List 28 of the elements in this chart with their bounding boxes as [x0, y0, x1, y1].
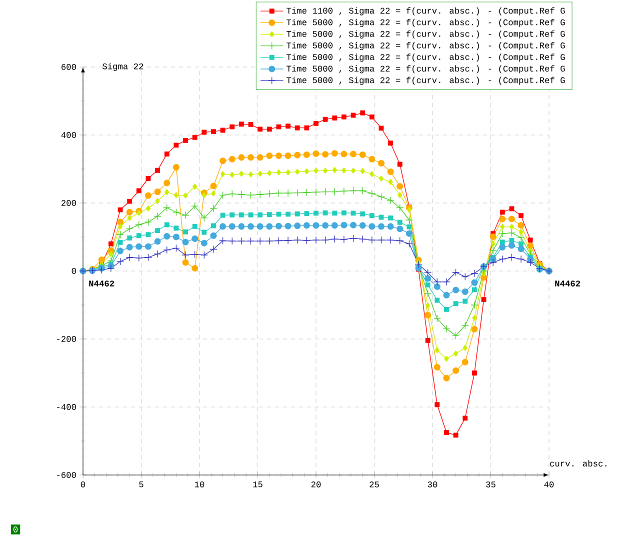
legend-label: Time 5000 , Sigma 22 = f(curv. absc.) - (Comput.Ref G: [286, 18, 565, 27]
y-tick-label: -400: [57, 404, 76, 410]
y-tick-label: -200: [57, 336, 76, 342]
x-tick-label: 20: [311, 481, 321, 488]
legend-label: Time 5000 , Sigma 22 = f(curv. absc.) - (Comput.Ref G: [286, 30, 565, 39]
y-tick-label: 400: [61, 132, 76, 138]
x-tick-label: 0: [80, 481, 86, 488]
legend-label: Time 5000 , Sigma 22 = f(curv. absc.) - (Comput.Ref G: [286, 54, 565, 62]
y-tick-label: 0: [72, 268, 76, 274]
legend-label: Time 5000 , Sigma 22 = f(curv. absc.) - (Comput.Ref G: [286, 65, 565, 74]
legend-label: Time 5000 , Sigma 22 = f(curv. absc.) - (Comput.Ref G: [286, 76, 565, 85]
x-tick-label: 10: [194, 481, 204, 488]
x-tick-label: 40: [544, 481, 554, 488]
annotation: N4462: [89, 280, 114, 286]
x-tick-label: 15: [253, 481, 262, 488]
y-tick-label: 200: [62, 200, 76, 206]
x-axis-title: curv. absc.: [550, 460, 606, 467]
x-tick-label: 30: [428, 481, 438, 488]
legend-label: Time 5000 , Sigma 22 = f(curv. absc.) - (Comput.Ref G: [286, 42, 565, 50]
y-tick-label: 600: [62, 64, 76, 70]
legend-label: Time 1100 , Sigma 22 = f(curv. absc.) - (Comput.Ref G: [286, 7, 565, 16]
x-tick-label: 35: [486, 481, 496, 488]
text: 0: [13, 526, 18, 532]
x-tick-label: 25: [370, 481, 379, 488]
annotation: N4462: [555, 280, 580, 286]
y-tick-label: -600: [57, 472, 76, 478]
y-axis-title: Sigma 22: [102, 62, 144, 72]
x-tick-label: 5: [139, 481, 144, 488]
